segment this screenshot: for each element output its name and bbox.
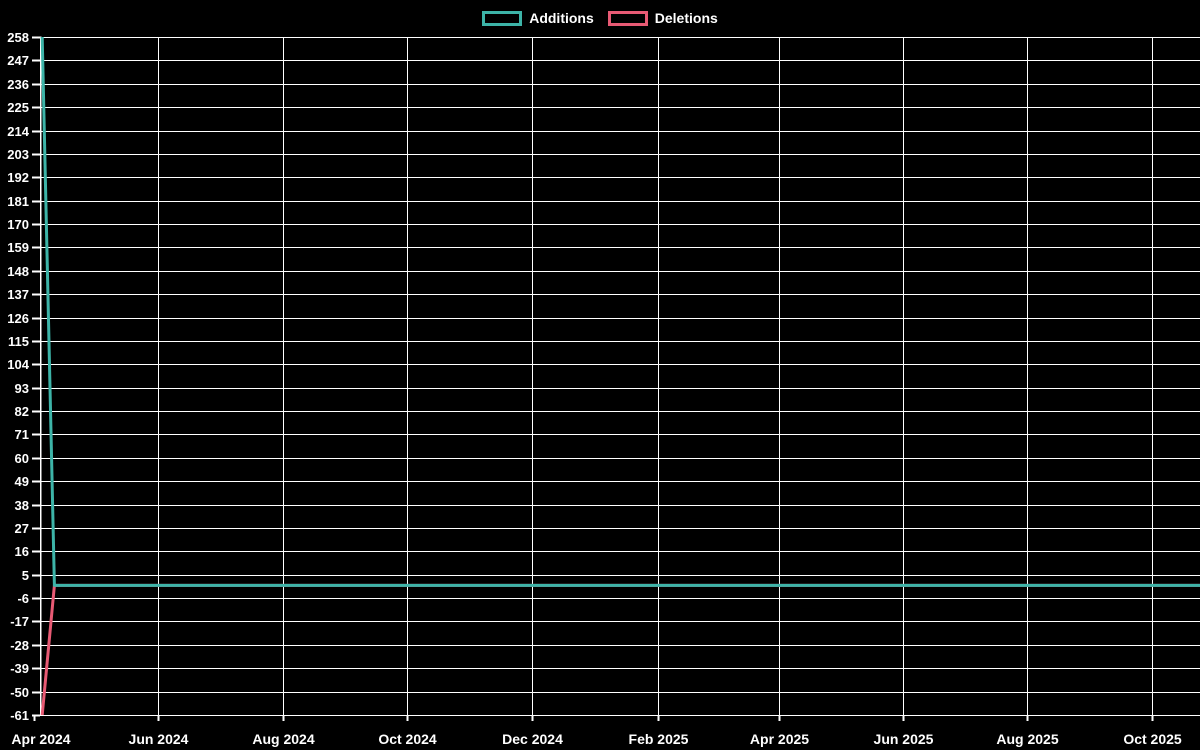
- x-tick-label: Oct 2024: [378, 731, 437, 747]
- y-tick-label: 71: [15, 427, 29, 442]
- x-tick-label: Aug 2025: [996, 731, 1058, 747]
- x-tick-label: Oct 2025: [1123, 731, 1182, 747]
- y-tick-label: 181: [7, 194, 29, 209]
- y-tick-label: -17: [10, 614, 29, 629]
- additions-swatch-icon: [482, 10, 523, 26]
- y-tick-label: 203: [7, 147, 29, 162]
- additions-line: [40, 36, 1200, 587]
- x-tick-label: Feb 2025: [629, 731, 689, 747]
- y-tick-label: 236: [7, 77, 29, 92]
- y-tick-label: 104: [7, 357, 29, 372]
- y-tick-label: 148: [7, 264, 29, 279]
- y-tick-label: 49: [15, 474, 29, 489]
- y-tick-label: 192: [7, 170, 29, 185]
- y-tick-label: -61: [10, 708, 29, 723]
- x-tick-label: Jun 2024: [129, 731, 189, 747]
- y-tick-label: 126: [7, 311, 29, 326]
- y-tick-label: 82: [15, 404, 29, 419]
- chart-legend: Additions Deletions: [0, 7, 1200, 29]
- x-tick-label: Apr 2024: [11, 731, 70, 747]
- x-tick-label: Dec 2024: [502, 731, 563, 747]
- y-tick-label: 159: [7, 240, 29, 255]
- y-tick-label: 16: [15, 544, 29, 559]
- y-tick-label: 137: [7, 287, 29, 302]
- y-tick-label: -39: [10, 661, 29, 676]
- x-tick-label: Jun 2025: [874, 731, 934, 747]
- y-tick-label: 225: [7, 100, 29, 115]
- legend-label-additions: Additions: [529, 10, 594, 26]
- y-tick-label: 60: [15, 451, 29, 466]
- x-tick-label: Aug 2024: [252, 731, 314, 747]
- y-tick-label: 5: [22, 568, 29, 583]
- y-tick-label: 170: [7, 217, 29, 232]
- y-tick-label: 115: [8, 334, 29, 349]
- legend-item-deletions[interactable]: Deletions: [607, 10, 718, 26]
- y-tick-label: 27: [15, 521, 29, 536]
- legend-label-deletions: Deletions: [654, 10, 718, 26]
- y-tick-label: 214: [7, 124, 29, 139]
- y-tick-label: -6: [17, 591, 29, 606]
- y-tick-label: -50: [10, 685, 29, 700]
- y-tick-label: 258: [7, 30, 29, 45]
- y-tick-label: 93: [15, 381, 29, 396]
- deletions-swatch-icon: [607, 10, 648, 26]
- y-tick-label: -28: [10, 638, 29, 653]
- legend-item-additions[interactable]: Additions: [482, 10, 594, 26]
- y-tick-label: 38: [15, 498, 29, 513]
- y-tick-label: 247: [7, 53, 29, 68]
- x-tick-label: Apr 2025: [750, 731, 809, 747]
- deletions-line: [40, 583, 1200, 716]
